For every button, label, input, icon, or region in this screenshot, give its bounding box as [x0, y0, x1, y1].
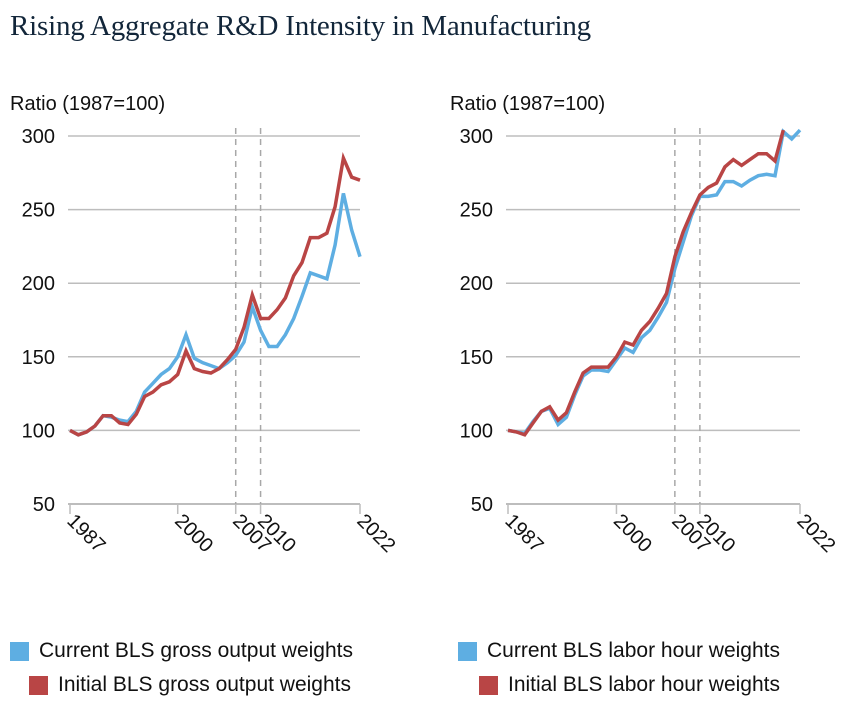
- y-axis-label: Ratio (1987=100): [10, 93, 165, 115]
- y-axis-label: Ratio (1987=100): [450, 93, 605, 115]
- x-tick-label: 2000: [609, 510, 656, 557]
- series-line-initial: [507, 129, 785, 437]
- legend-swatch-current: [10, 641, 29, 661]
- legend-item-current-labor: Current BLS labor hour weights: [458, 639, 780, 663]
- series-line-current: [507, 128, 802, 436]
- x-tick-label: 1987: [500, 510, 547, 557]
- y-tick-label: 100: [460, 420, 493, 442]
- y-tick-label: 200: [460, 273, 493, 295]
- legend-label: Current BLS gross output weights: [39, 639, 353, 662]
- series-line-current: [69, 193, 362, 437]
- y-tick-label: 150: [22, 347, 55, 369]
- y-tick-label: 50: [33, 494, 55, 516]
- x-tick-label: 1987: [62, 510, 109, 557]
- y-tick-label: 200: [22, 273, 55, 295]
- legend-label: Initial BLS gross output weights: [58, 673, 351, 696]
- y-tick-label: 300: [22, 126, 55, 148]
- x-tick-label: 2000: [170, 510, 217, 557]
- legend-item-initial-gross: Initial BLS gross output weights: [29, 673, 351, 697]
- legend-item-initial-labor: Initial BLS labor hour weights: [479, 673, 780, 697]
- y-tick-label: 50: [471, 494, 493, 516]
- legend-item-current-gross: Current BLS gross output weights: [10, 639, 353, 663]
- y-tick-label: 150: [460, 347, 493, 369]
- legend-swatch-initial: [479, 675, 498, 695]
- series-line-initial: [69, 152, 361, 437]
- x-tick-label: 2022: [352, 510, 399, 557]
- legend-label: Current BLS labor hour weights: [487, 639, 780, 662]
- x-tick-label: 2022: [792, 510, 839, 557]
- y-tick-label: 100: [22, 420, 55, 442]
- y-tick-label: 250: [22, 200, 55, 222]
- y-tick-label: 300: [460, 126, 493, 148]
- y-tick-label: 250: [460, 200, 493, 222]
- legend-swatch-initial: [29, 675, 48, 695]
- chart-title: Rising Aggregate R&D Intensity in Manufa…: [10, 10, 591, 42]
- legend-swatch-current: [458, 641, 477, 661]
- legend-label: Initial BLS labor hour weights: [508, 673, 780, 696]
